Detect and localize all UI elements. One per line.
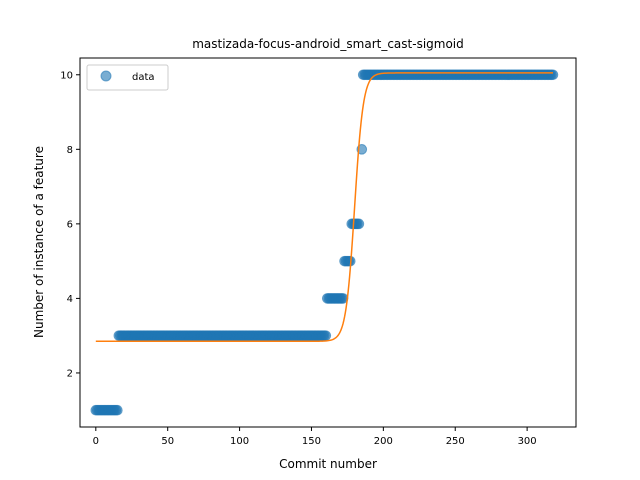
- sigmoid-fit-line: [95, 72, 553, 343]
- y-tick-label: 10: [60, 70, 73, 81]
- x-tick-label: 100: [230, 436, 249, 447]
- x-axis: 0 50 100 150 200 250 300: [93, 427, 537, 447]
- legend-box: [86, 64, 169, 91]
- y-tick-label: 6: [67, 219, 73, 230]
- data-point: [320, 330, 332, 341]
- x-tick-label: 300: [518, 436, 537, 447]
- data-point: [547, 69, 559, 81]
- legend: data: [86, 64, 169, 91]
- chart-title: mastizada-focus-android_smart_cast-sigmo…: [192, 37, 464, 51]
- x-tick-label: 150: [302, 436, 321, 447]
- plot-area: [90, 69, 559, 416]
- data-point: [353, 218, 365, 230]
- x-tick-label: 250: [446, 436, 465, 447]
- y-axis-label: Number of instance of a feature: [32, 146, 46, 338]
- y-axis: 2 4 6 8 10: [60, 70, 80, 379]
- x-tick-label: 50: [161, 436, 174, 447]
- x-tick-label: 0: [93, 436, 99, 447]
- y-tick-label: 2: [67, 368, 73, 379]
- legend-marker-data: [100, 70, 112, 82]
- legend-label-data: data: [132, 72, 155, 83]
- axes-frame: [79, 57, 577, 428]
- x-tick-label: 200: [374, 436, 393, 447]
- y-tick-label: 4: [67, 294, 73, 305]
- x-axis-label: Commit number: [279, 457, 377, 471]
- data-point: [112, 404, 123, 416]
- y-tick-label: 8: [67, 145, 73, 156]
